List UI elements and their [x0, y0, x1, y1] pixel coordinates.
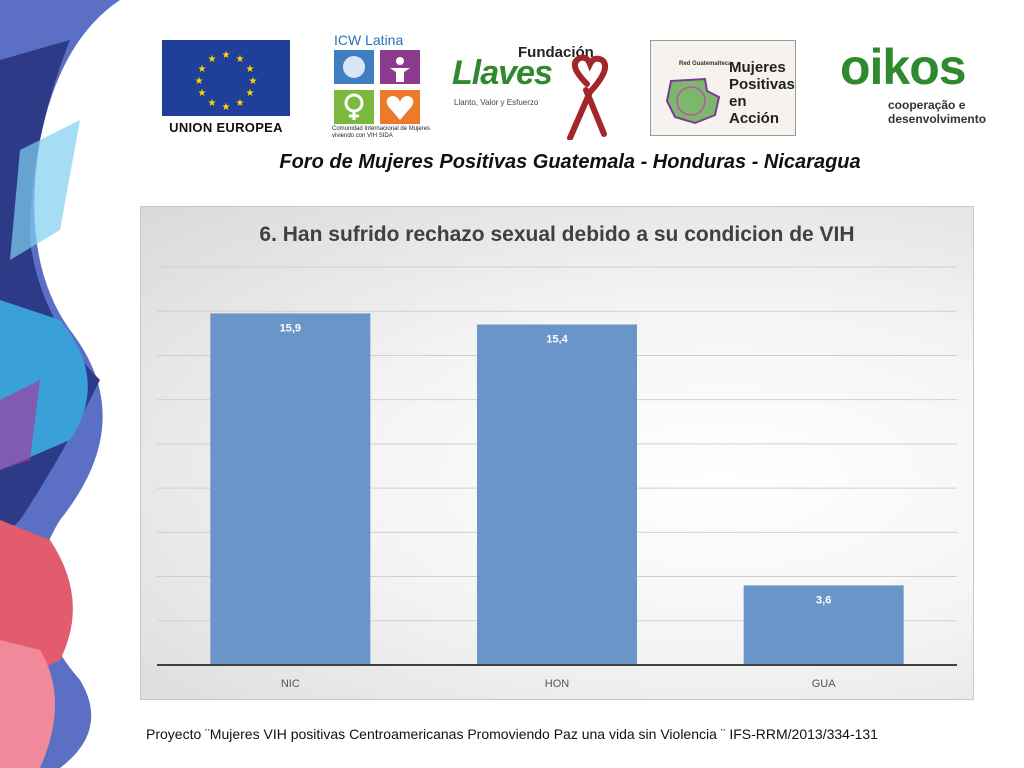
fundacion-llaves-logo: Fundación Llaves Llanto, Valor y Esfuerz… — [450, 40, 610, 140]
icw-title: ICW Latina — [334, 32, 404, 48]
oikos-main-text: oikos — [840, 39, 967, 95]
red-ribbon-icon — [567, 54, 608, 140]
guatemala-map-icon — [665, 77, 721, 125]
svg-text:★: ★ — [236, 98, 245, 109]
data-label-gua: 3,6 — [816, 594, 831, 606]
bar-chart: 15,9 NIC 15,4 HON 3,6 GUA — [157, 266, 957, 690]
oikos-logo: oikos cooperação e desenvolvimento — [840, 38, 1010, 138]
svg-text:★: ★ — [249, 76, 258, 87]
svg-text:★: ★ — [222, 50, 231, 61]
data-label-nic: 15,9 — [280, 322, 301, 334]
forum-title: Foro de Mujeres Positivas Guatemala - Ho… — [279, 151, 861, 173]
llaves-top-text: Fundación — [518, 44, 594, 61]
svg-text:★: ★ — [208, 98, 217, 109]
icw-latina-logo: ICW Latina Comunidad Internacional de Mu… — [332, 32, 430, 140]
oikos-subtitle: cooperação e desenvolvimento — [888, 98, 987, 126]
bar-gua — [743, 585, 904, 665]
svg-text:★: ★ — [198, 88, 207, 99]
chart-title: 6. Han sufrido rechazo sexual debido a s… — [259, 223, 855, 246]
x-tick-label-nic: NIC — [281, 678, 300, 690]
svg-text:★: ★ — [195, 76, 204, 87]
red-main-text: Mujeres Positivas en Acción — [729, 59, 795, 127]
decorative-side-graphic — [0, 0, 120, 768]
logos-row: ★ ★ ★ ★ ★ ★ ★ ★ ★ ★ ★ ★ UNION EUROPEA ICW Latina… — [150, 30, 1010, 140]
bar-hon — [477, 324, 637, 665]
eu-label: UNION EUROPEA — [169, 120, 283, 135]
svg-text:★: ★ — [246, 64, 255, 75]
svg-text:★: ★ — [222, 102, 231, 113]
red-mujeres-positivas-logo: Red Guatemalteca Mujeres Positivas en Ac… — [650, 40, 796, 136]
llaves-subtitle: Llanto, Valor y Esfuerzo — [454, 98, 539, 107]
svg-text:★: ★ — [236, 54, 245, 65]
svg-text:★: ★ — [198, 64, 207, 75]
eu-logo: ★ ★ ★ ★ ★ ★ ★ ★ ★ ★ ★ ★ UNION EUROPEA — [162, 40, 290, 136]
icw-subtitle: Comunidad Internacional de Mujeres vivie… — [332, 126, 431, 139]
red-small-text: Red Guatemalteca — [679, 61, 732, 67]
icw-tiles-icon — [334, 50, 420, 124]
chart-panel: 6. Han sufrido rechazo sexual debido a s… — [140, 206, 974, 700]
svg-text:★: ★ — [246, 88, 255, 99]
bar-nic — [210, 313, 371, 665]
x-tick-label-hon: HON — [545, 678, 570, 690]
eu-flag-icon: ★ ★ ★ ★ ★ ★ ★ ★ ★ ★ ★ ★ — [162, 40, 290, 116]
footer-project-text: Proyecto ¨Mujeres VIH positivas Centroam… — [146, 726, 878, 742]
data-label-hon: 15,4 — [546, 333, 568, 345]
llaves-main-text: Llaves — [452, 54, 553, 92]
svg-text:★: ★ — [208, 54, 217, 65]
x-tick-label-gua: GUA — [812, 678, 837, 690]
